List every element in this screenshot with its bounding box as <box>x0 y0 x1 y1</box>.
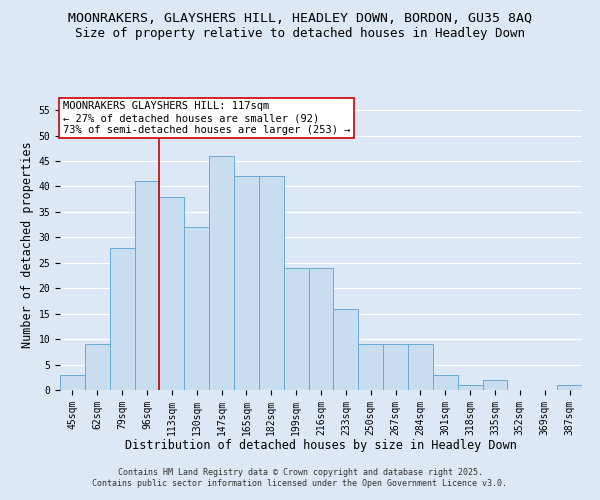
Bar <box>458 385 482 390</box>
Bar <box>110 248 134 390</box>
Text: MOONRAKERS, GLAYSHERS HILL, HEADLEY DOWN, BORDON, GU35 8AQ: MOONRAKERS, GLAYSHERS HILL, HEADLEY DOWN… <box>68 12 532 26</box>
Bar <box>433 374 458 390</box>
Bar <box>259 176 284 390</box>
Bar <box>160 196 184 390</box>
Text: MOONRAKERS GLAYSHERS HILL: 117sqm
← 27% of detached houses are smaller (92)
73% : MOONRAKERS GLAYSHERS HILL: 117sqm ← 27% … <box>62 102 350 134</box>
Bar <box>482 380 508 390</box>
Bar <box>557 385 582 390</box>
Bar <box>284 268 308 390</box>
Bar <box>358 344 383 390</box>
Bar <box>234 176 259 390</box>
Y-axis label: Number of detached properties: Number of detached properties <box>22 142 34 348</box>
Bar <box>334 308 358 390</box>
Bar <box>209 156 234 390</box>
Text: Size of property relative to detached houses in Headley Down: Size of property relative to detached ho… <box>75 28 525 40</box>
Bar <box>134 182 160 390</box>
Bar <box>60 374 85 390</box>
X-axis label: Distribution of detached houses by size in Headley Down: Distribution of detached houses by size … <box>125 439 517 452</box>
Bar <box>184 227 209 390</box>
Bar <box>85 344 110 390</box>
Text: Contains HM Land Registry data © Crown copyright and database right 2025.
Contai: Contains HM Land Registry data © Crown c… <box>92 468 508 487</box>
Bar <box>383 344 408 390</box>
Bar <box>308 268 334 390</box>
Bar <box>408 344 433 390</box>
